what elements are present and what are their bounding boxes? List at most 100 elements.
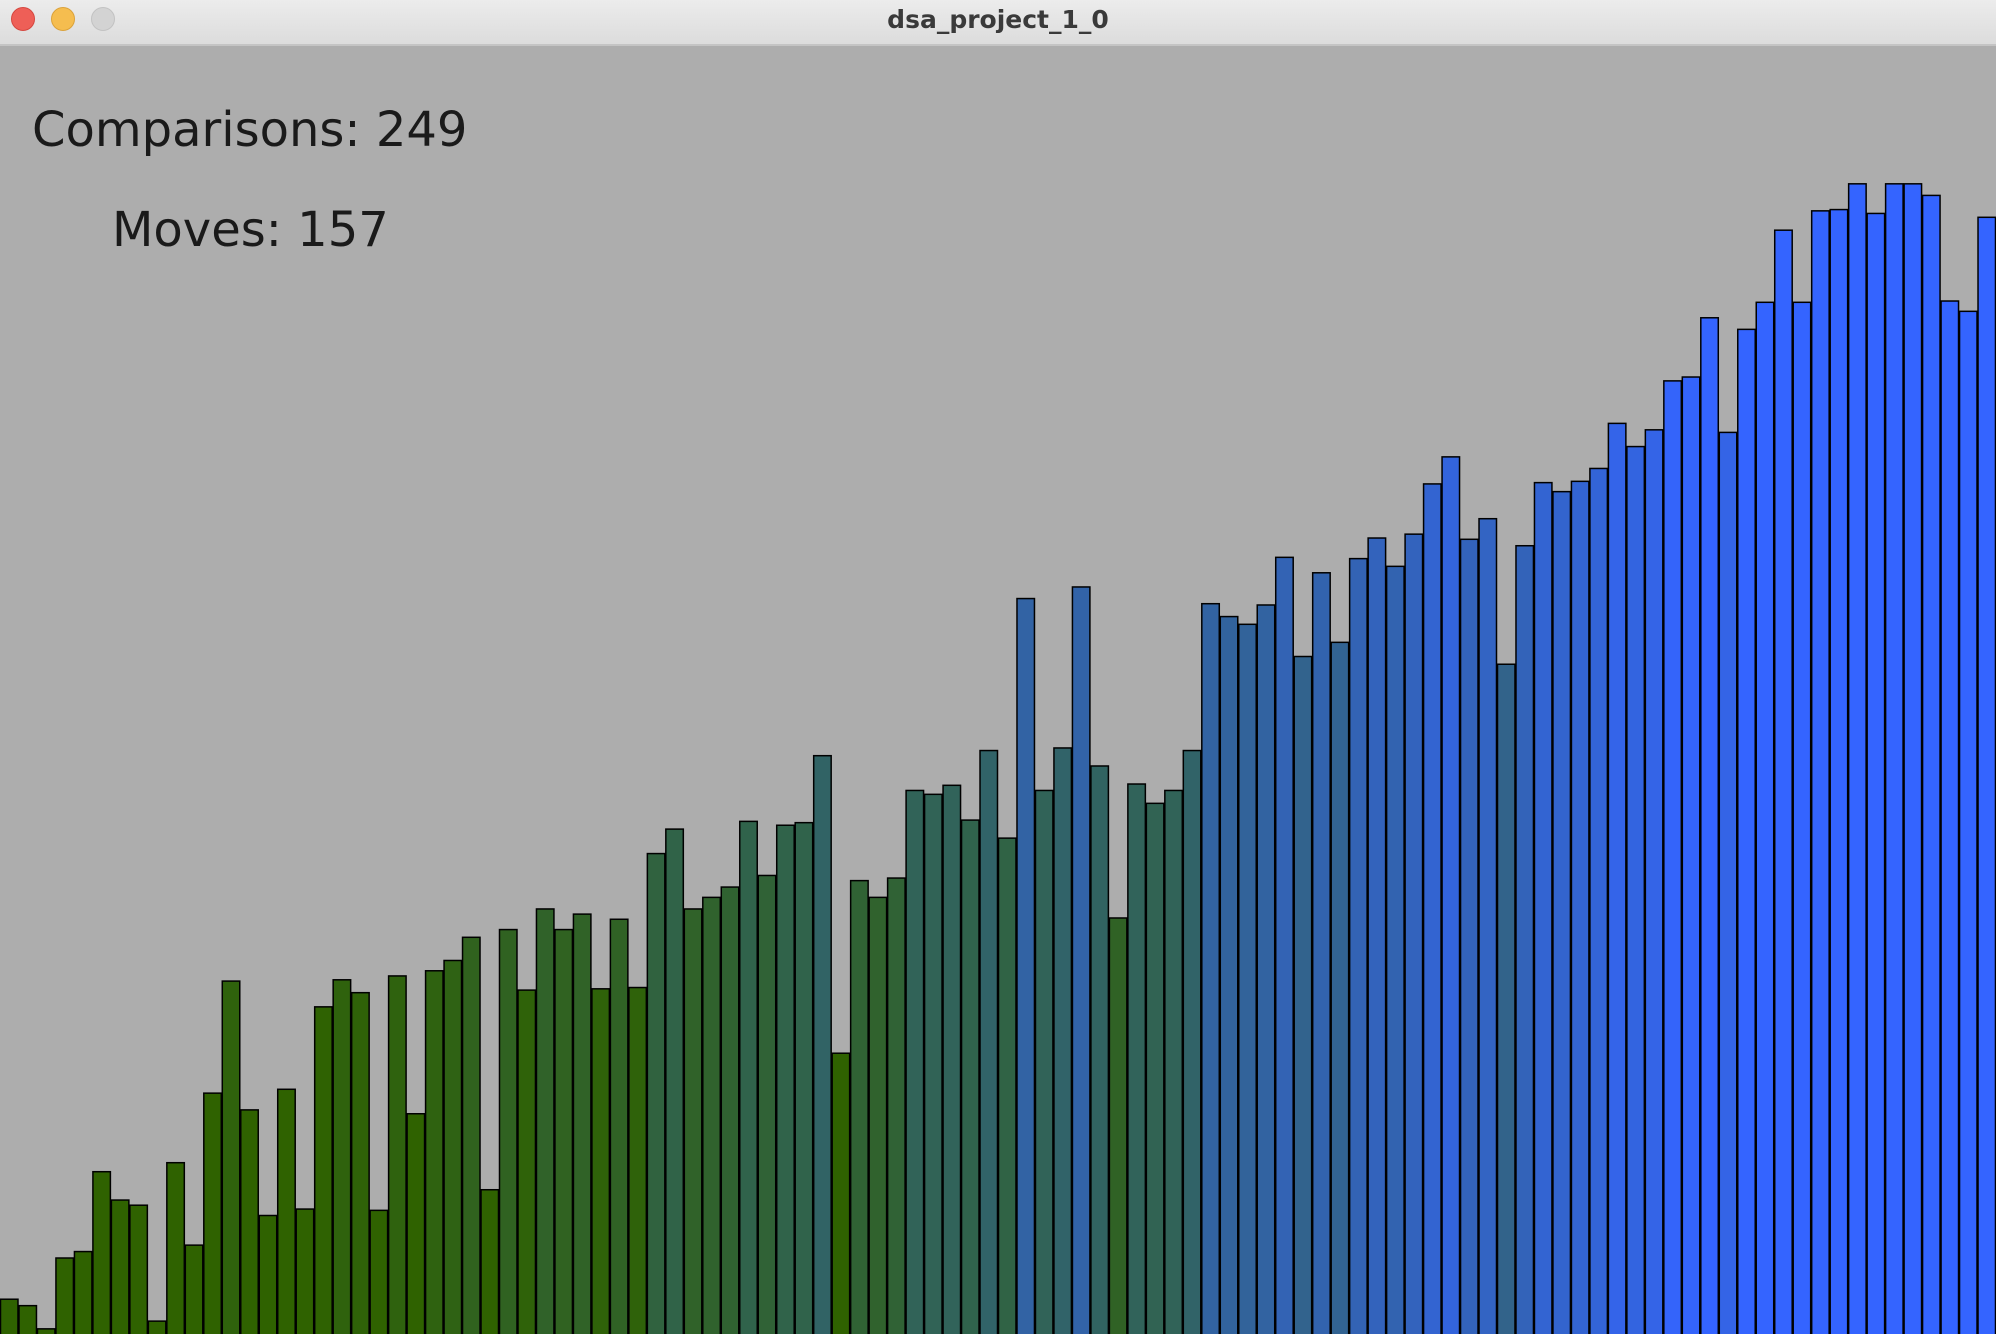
bar — [1422, 483, 1442, 1334]
minimize-window-button[interactable] — [51, 7, 75, 31]
bar — [36, 1328, 56, 1334]
bar — [960, 819, 980, 1334]
bar — [1958, 310, 1978, 1334]
bar — [1330, 641, 1350, 1334]
bar — [110, 1199, 130, 1334]
window-title: dsa_project_1_0 — [887, 5, 1109, 34]
bar — [683, 908, 703, 1334]
bar — [1034, 789, 1054, 1334]
bar — [1182, 749, 1202, 1334]
bar — [369, 1209, 389, 1334]
bar — [1626, 445, 1646, 1334]
bar — [646, 852, 666, 1334]
close-window-button[interactable] — [11, 7, 35, 31]
bar — [1940, 300, 1960, 1334]
bar — [1737, 328, 1756, 1334]
bar — [554, 928, 574, 1334]
bar — [905, 789, 925, 1334]
bar — [1847, 183, 1867, 1334]
bar — [1681, 376, 1701, 1334]
bar — [1404, 533, 1424, 1334]
bar — [572, 913, 592, 1334]
bar — [480, 1188, 500, 1334]
bar — [1607, 422, 1627, 1334]
bar — [1589, 467, 1609, 1334]
bar — [1016, 597, 1036, 1334]
bar — [350, 991, 370, 1334]
bar — [55, 1257, 75, 1334]
bar — [1718, 431, 1738, 1334]
bar — [313, 1006, 333, 1334]
bar — [1459, 538, 1479, 1334]
bar — [295, 1208, 315, 1334]
bar — [1090, 765, 1110, 1334]
bar — [0, 1298, 19, 1334]
bar — [831, 1052, 851, 1334]
bar — [1127, 783, 1147, 1334]
bar — [1219, 615, 1239, 1334]
bar — [1478, 517, 1498, 1334]
bar — [1773, 229, 1793, 1334]
bar — [92, 1170, 112, 1334]
moves-counter: Moves: 157 — [112, 202, 389, 258]
bar — [1755, 301, 1775, 1334]
bar — [424, 970, 444, 1334]
bar — [1053, 747, 1073, 1334]
bar — [406, 1113, 426, 1334]
bar — [849, 879, 869, 1334]
bar — [1145, 802, 1165, 1334]
bar — [1496, 663, 1516, 1334]
zoom-window-button[interactable] — [91, 7, 115, 31]
bar — [1644, 429, 1664, 1334]
bar — [1201, 602, 1221, 1334]
bar — [942, 784, 962, 1334]
bar — [276, 1088, 296, 1334]
bar — [1256, 604, 1276, 1334]
bar — [1866, 212, 1886, 1334]
comparisons-counter: Comparisons: 249 — [32, 102, 468, 158]
bar — [1293, 655, 1313, 1334]
bar — [1071, 586, 1091, 1334]
bar — [443, 959, 463, 1334]
bar — [775, 824, 795, 1334]
visualization-canvas: Comparisons: 249 Moves: 157 — [0, 46, 1996, 1334]
bar — [979, 749, 999, 1334]
bar — [517, 989, 537, 1334]
bar — [1829, 208, 1849, 1334]
bar — [240, 1109, 259, 1334]
bar — [1311, 572, 1331, 1334]
bar — [609, 918, 629, 1334]
bar — [739, 820, 758, 1334]
bar — [1884, 183, 1904, 1334]
bar — [868, 896, 888, 1334]
bar — [1552, 490, 1572, 1334]
bar — [591, 988, 611, 1334]
bar — [129, 1204, 149, 1334]
bar — [757, 874, 777, 1334]
bar — [1385, 565, 1405, 1334]
bar — [1663, 380, 1683, 1334]
bar — [147, 1320, 167, 1334]
bar — [184, 1244, 204, 1334]
bar — [628, 986, 648, 1334]
bar — [387, 975, 407, 1334]
bar — [332, 979, 352, 1334]
bar — [461, 936, 481, 1334]
bar — [1977, 216, 1996, 1334]
bar — [1570, 480, 1590, 1334]
bar — [166, 1161, 186, 1334]
bar — [702, 896, 722, 1334]
bar — [1238, 623, 1257, 1334]
bar — [73, 1250, 93, 1334]
bar — [1348, 557, 1368, 1334]
bar — [1367, 537, 1387, 1334]
title-bar[interactable]: dsa_project_1_0 — [0, 0, 1996, 46]
bar — [794, 821, 814, 1334]
bar — [258, 1214, 278, 1334]
bar — [923, 793, 943, 1334]
bar — [997, 837, 1017, 1334]
bar — [720, 886, 740, 1334]
bar — [1700, 317, 1720, 1334]
bar — [1515, 544, 1535, 1334]
